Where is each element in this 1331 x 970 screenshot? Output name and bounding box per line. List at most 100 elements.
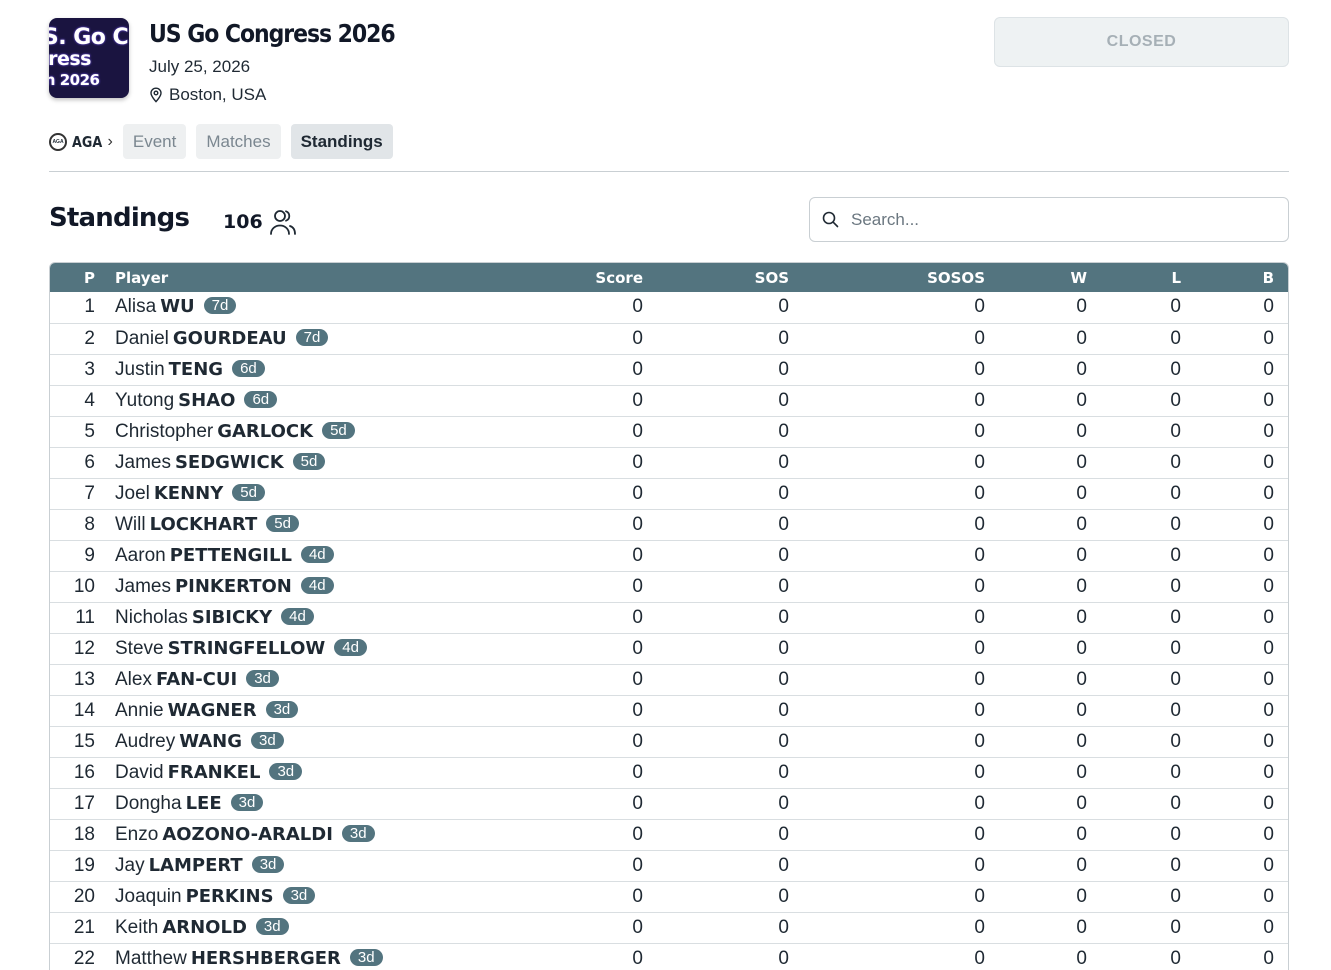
- table-row[interactable]: 20 Joaquin PERKINS 3d 0 0 0 0 0 0: [50, 881, 1288, 912]
- cell-score: 0: [632, 606, 643, 628]
- cell-wins: 0: [1076, 358, 1087, 380]
- player-last-name: ARNOLD: [162, 916, 247, 938]
- cell-byes: 0: [1263, 513, 1274, 535]
- cell-sosos: 0: [974, 699, 985, 721]
- tab-standings[interactable]: Standings: [290, 124, 393, 159]
- table-row[interactable]: 17 Dongha LEE 3d 0 0 0 0 0 0: [50, 788, 1288, 819]
- breadcrumb-org[interactable]: AGA: [72, 132, 103, 151]
- table-row[interactable]: 14 Annie WAGNER 3d 0 0 0 0 0 0: [50, 695, 1288, 726]
- cell-score: 0: [632, 327, 643, 349]
- cell-score: 0: [632, 699, 643, 721]
- breadcrumb-nav: AGA AGA › Event Matches Standings: [49, 124, 403, 159]
- column-header-p[interactable]: P: [84, 268, 95, 287]
- player-first-name: Joaquin: [115, 885, 182, 907]
- rank-badge: 3d: [349, 948, 383, 966]
- table-row[interactable]: 6 James SEDGWICK 5d 0 0 0 0 0 0: [50, 447, 1288, 478]
- cell-player[interactable]: Alex FAN-CUI 3d: [95, 664, 575, 695]
- table-row[interactable]: 11 Nicholas SIBICKY 4d 0 0 0 0 0 0: [50, 602, 1288, 633]
- cell-player[interactable]: Justin TENG 6d: [95, 354, 575, 385]
- cell-player[interactable]: Jay LAMPERT 3d: [95, 850, 575, 881]
- cell-player[interactable]: Keith ARNOLD 3d: [95, 912, 575, 943]
- column-header-score[interactable]: Score: [595, 268, 643, 287]
- cell-player[interactable]: Dongha LEE 3d: [95, 788, 575, 819]
- cell-losses: 0: [1170, 575, 1181, 597]
- column-header-sos[interactable]: SOS: [754, 268, 789, 287]
- cell-player[interactable]: Matthew HERSHBERGER 3d: [95, 943, 575, 970]
- cell-player[interactable]: David FRANKEL 3d: [95, 757, 575, 788]
- cell-sos: 0: [778, 792, 789, 814]
- cell-losses: 0: [1170, 420, 1181, 442]
- cell-player[interactable]: Christopher GARLOCK 5d: [95, 416, 575, 447]
- cell-position: 15: [73, 730, 95, 752]
- table-row[interactable]: 12 Steve STRINGFELLOW 4d 0 0 0 0 0 0: [50, 633, 1288, 664]
- cell-player[interactable]: Joaquin PERKINS 3d: [95, 881, 575, 912]
- table-row[interactable]: 9 Aaron PETTENGILL 4d 0 0 0 0 0 0: [50, 540, 1288, 571]
- table-row[interactable]: 13 Alex FAN-CUI 3d 0 0 0 0 0 0: [50, 664, 1288, 695]
- cell-wins: 0: [1076, 854, 1087, 876]
- cell-player[interactable]: Joel KENNY 5d: [95, 478, 575, 509]
- cell-player[interactable]: Audrey WANG 3d: [95, 726, 575, 757]
- map-pin-icon: [150, 87, 162, 103]
- table-row[interactable]: 3 Justin TENG 6d 0 0 0 0 0 0: [50, 354, 1288, 385]
- table-row[interactable]: 7 Joel KENNY 5d 0 0 0 0 0 0: [50, 478, 1288, 509]
- player-last-name: KENNY: [153, 482, 224, 504]
- tab-matches[interactable]: Matches: [196, 124, 281, 159]
- table-row[interactable]: 18 Enzo AOZONO-ARALDI 3d 0 0 0 0 0 0: [50, 819, 1288, 850]
- table-row[interactable]: 19 Jay LAMPERT 3d 0 0 0 0 0 0: [50, 850, 1288, 881]
- cell-player[interactable]: James PINKERTON 4d: [95, 571, 575, 602]
- cell-byes: 0: [1263, 358, 1274, 380]
- rank-badge: 7d: [203, 297, 237, 315]
- tab-event[interactable]: Event: [122, 124, 187, 159]
- table-row[interactable]: 8 Will LOCKHART 5d 0 0 0 0 0 0: [50, 509, 1288, 540]
- status-button[interactable]: CLOSED: [994, 17, 1289, 67]
- column-header-player[interactable]: Player: [115, 268, 169, 287]
- player-last-name: LOCKHART: [149, 513, 258, 535]
- table-row[interactable]: 21 Keith ARNOLD 3d 0 0 0 0 0 0: [50, 912, 1288, 943]
- player-first-name: James: [115, 575, 171, 597]
- table-row[interactable]: 10 James PINKERTON 4d 0 0 0 0 0 0: [50, 571, 1288, 602]
- column-header-b[interactable]: B: [1262, 268, 1274, 287]
- column-header-sosos[interactable]: SOSOS: [927, 268, 985, 287]
- cell-player[interactable]: Yutong SHAO 6d: [95, 385, 575, 416]
- cell-wins: 0: [1076, 606, 1087, 628]
- player-first-name: Aaron: [115, 544, 166, 566]
- cell-player[interactable]: James SEDGWICK 5d: [95, 447, 575, 478]
- search-box[interactable]: [809, 197, 1289, 242]
- cell-player[interactable]: Steve STRINGFELLOW 4d: [95, 633, 575, 664]
- page-title: Standings: [49, 203, 190, 233]
- cell-player[interactable]: Daniel GOURDEAU 7d: [95, 323, 575, 354]
- player-first-name: Alex: [115, 668, 152, 690]
- table-row[interactable]: 16 David FRANKEL 3d 0 0 0 0 0 0: [50, 757, 1288, 788]
- cell-player[interactable]: Alisa WU 7d: [95, 292, 575, 323]
- cell-sosos: 0: [974, 296, 985, 318]
- table-row[interactable]: 5 Christopher GARLOCK 5d 0 0 0 0 0 0: [50, 416, 1288, 447]
- table-row[interactable]: 4 Yutong SHAO 6d 0 0 0 0 0 0: [50, 385, 1288, 416]
- cell-position: 17: [73, 792, 95, 814]
- table-row[interactable]: 1 Alisa WU 7d 0 0 0 0 0 0: [50, 292, 1288, 323]
- cell-sos: 0: [778, 730, 789, 752]
- cell-player[interactable]: Will LOCKHART 5d: [95, 509, 575, 540]
- cell-wins: 0: [1076, 668, 1087, 690]
- cell-sos: 0: [778, 513, 789, 535]
- cell-player[interactable]: Enzo AOZONO-ARALDI 3d: [95, 819, 575, 850]
- logo-line-2: gress: [49, 48, 91, 70]
- rank-badge: 3d: [251, 855, 285, 873]
- cell-player[interactable]: Nicholas SIBICKY 4d: [95, 602, 575, 633]
- column-header-w[interactable]: W: [1070, 268, 1087, 287]
- cell-player[interactable]: Annie WAGNER 3d: [95, 695, 575, 726]
- search-input[interactable]: [851, 209, 1271, 230]
- cell-sos: 0: [778, 575, 789, 597]
- cell-position: 4: [84, 389, 95, 411]
- table-row[interactable]: 2 Daniel GOURDEAU 7d 0 0 0 0 0 0: [50, 323, 1288, 354]
- cell-position: 5: [84, 420, 95, 442]
- cell-score: 0: [632, 575, 643, 597]
- cell-sosos: 0: [974, 389, 985, 411]
- rank-badge: 4d: [334, 638, 367, 656]
- cell-player[interactable]: Aaron PETTENGILL 4d: [95, 540, 575, 571]
- table-row[interactable]: 22 Matthew HERSHBERGER 3d 0 0 0 0 0 0: [50, 943, 1288, 970]
- aga-logo-icon[interactable]: AGA: [49, 132, 67, 151]
- table-row[interactable]: 15 Audrey WANG 3d 0 0 0 0 0 0: [50, 726, 1288, 757]
- column-header-l[interactable]: L: [1171, 268, 1181, 287]
- player-first-name: Yutong: [115, 389, 175, 411]
- cell-losses: 0: [1170, 699, 1181, 721]
